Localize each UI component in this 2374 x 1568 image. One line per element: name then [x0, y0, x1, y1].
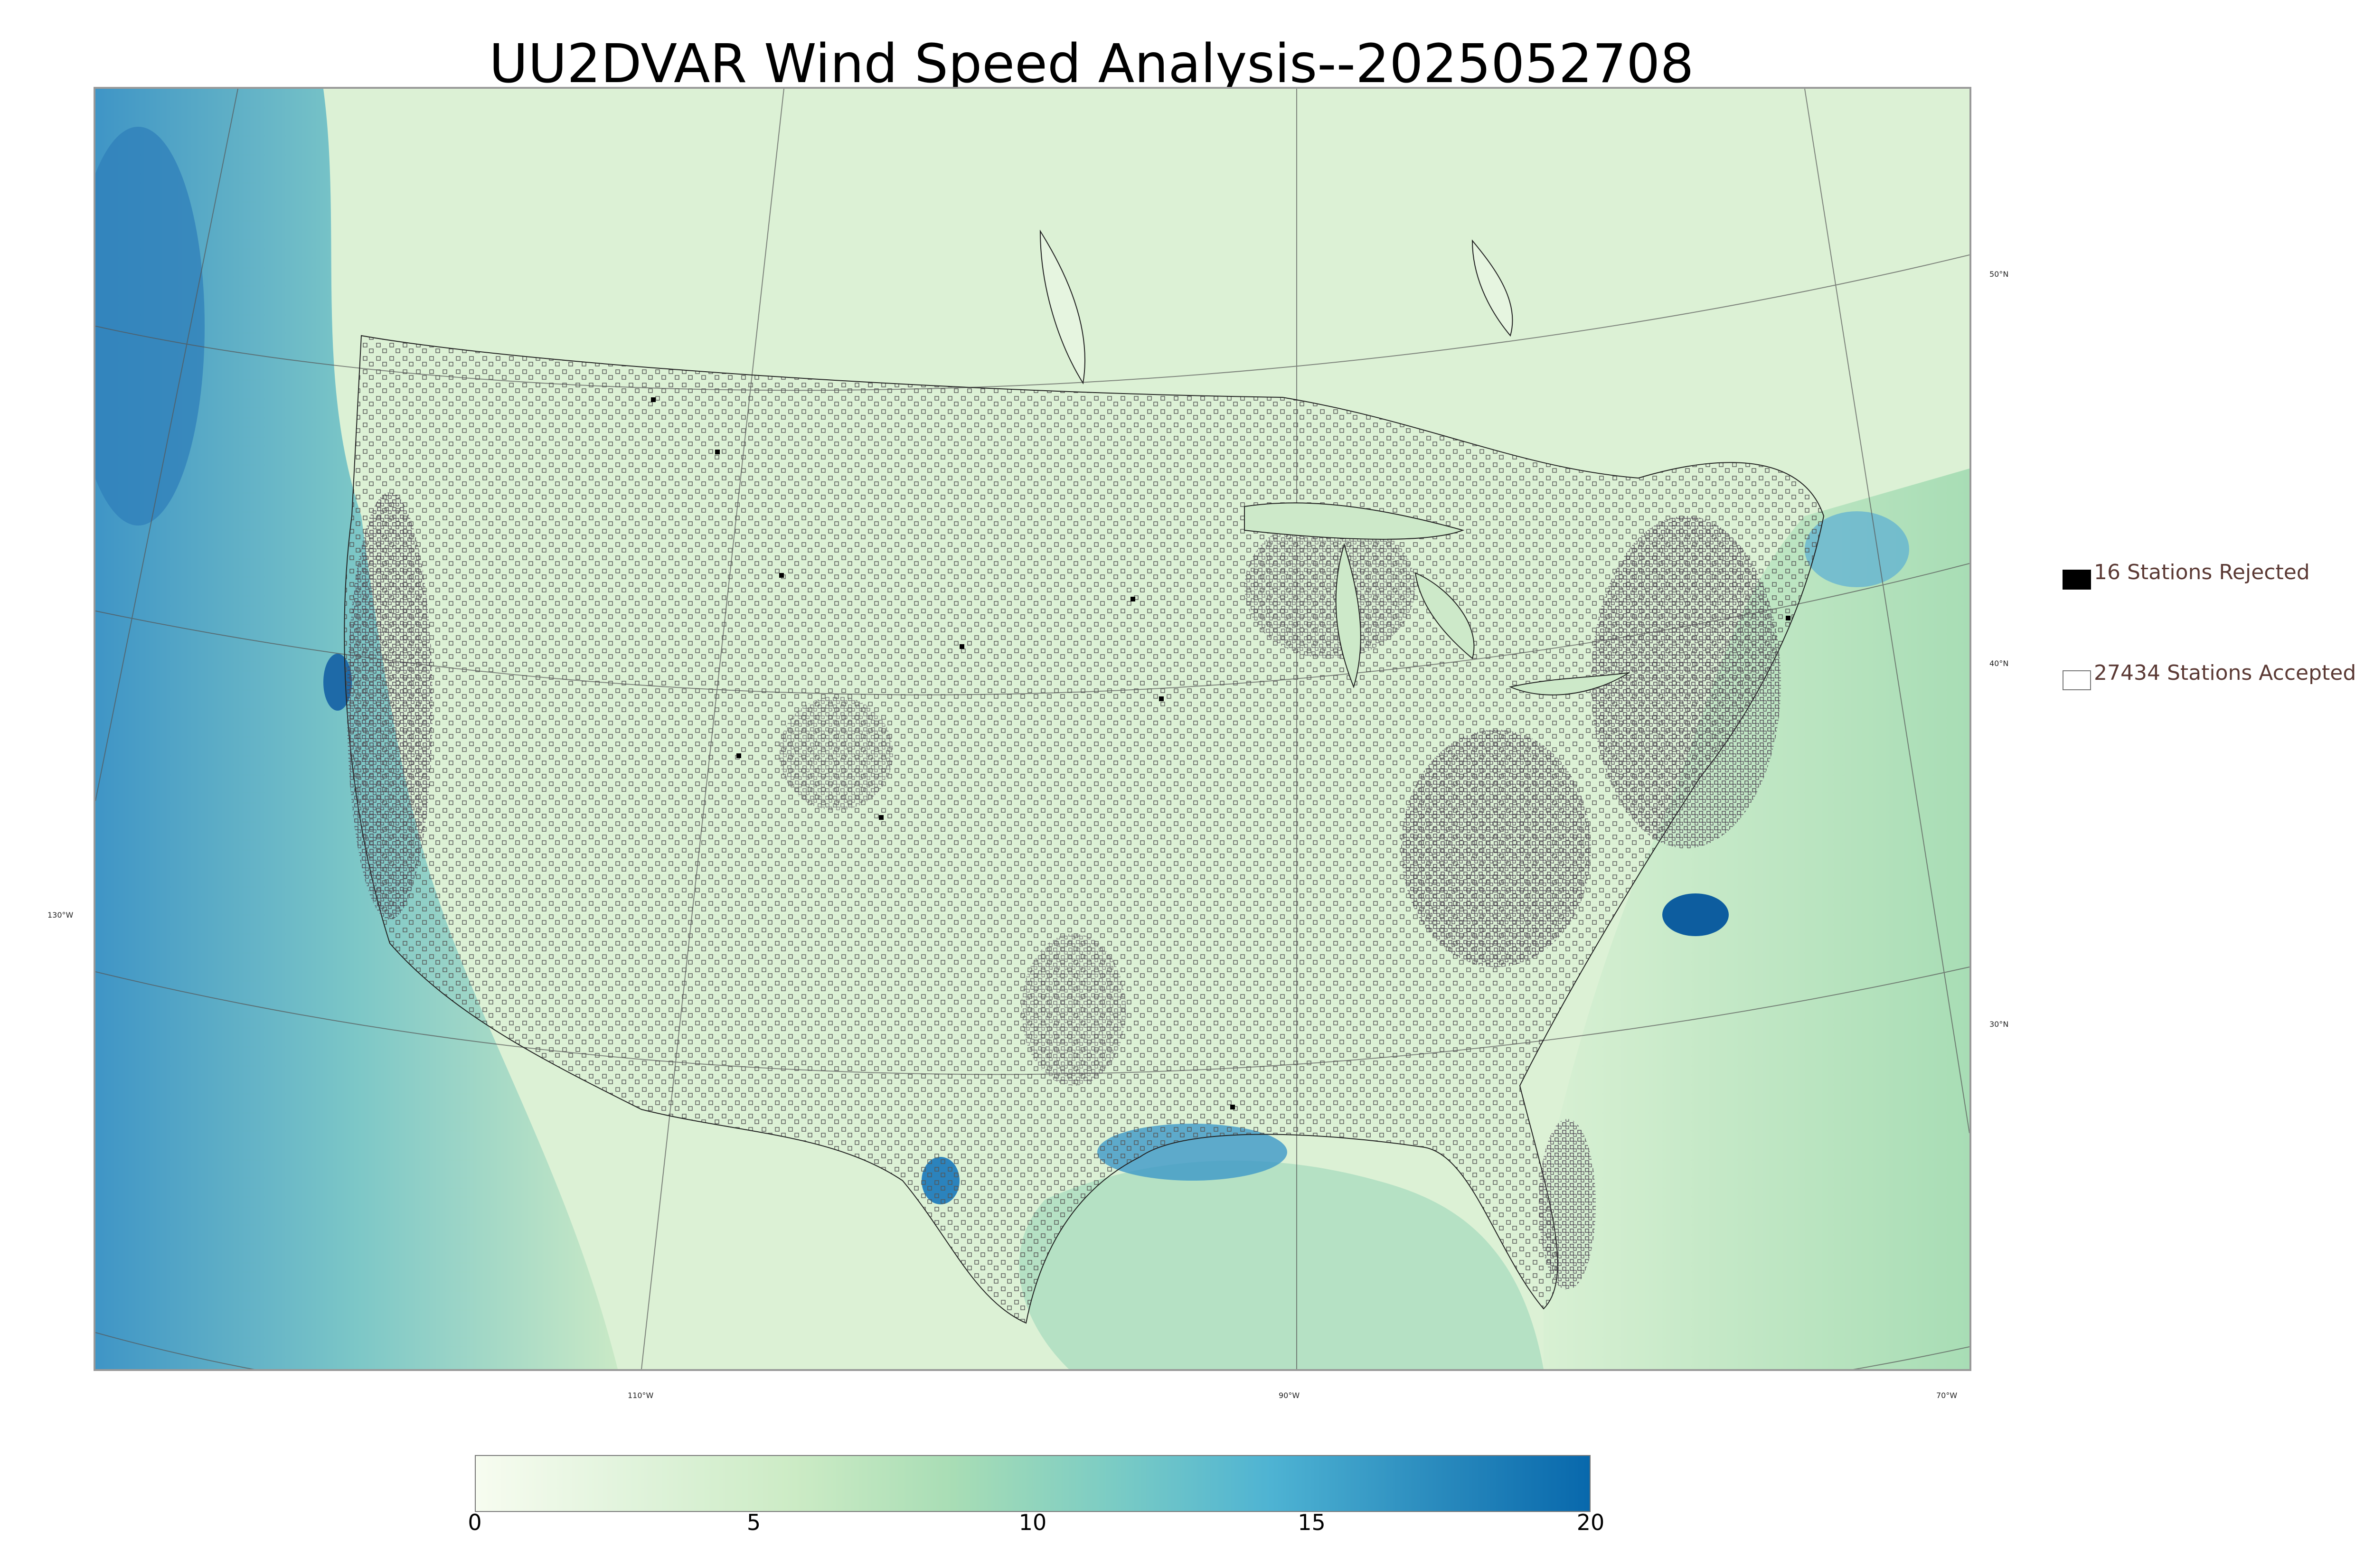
colorbar-tick: 0 — [468, 1510, 482, 1535]
lat-label-40n: 40°N — [1989, 659, 2009, 668]
rejected-stations — [651, 397, 1790, 1109]
wind-speed-map[interactable] — [94, 87, 1971, 1371]
lon-label-70w: 70°W — [1936, 1391, 1958, 1400]
lat-label-30n: 30°N — [1989, 1020, 2009, 1029]
texas-cluster — [1021, 934, 1126, 1086]
colorbar-tick: 5 — [746, 1510, 761, 1535]
colorbar-tick: 20 — [1576, 1510, 1605, 1535]
west-coast-cluster — [347, 492, 433, 920]
colorado-cluster — [779, 696, 893, 810]
legend-accepted: 27434 Stations Accepted — [2094, 661, 2356, 685]
great-lakes — [1244, 502, 1630, 695]
map-title: UU2DVAR Wind Speed Analysis--2025052708 — [489, 33, 1694, 95]
canada-lakes — [1039, 229, 1513, 385]
lat-label-50n: 50°N — [1989, 270, 2009, 279]
great-lakes-cluster — [1244, 516, 1415, 658]
southeast-cluster — [1401, 730, 1591, 967]
east-coast-cluster — [1591, 516, 1781, 848]
conus-stations — [344, 335, 1825, 1324]
gulf-maine-wind — [1805, 511, 1909, 587]
florida-cluster — [1539, 1119, 1596, 1290]
lon-label-110w: 110°W — [628, 1391, 654, 1400]
accepted-swatch — [2063, 670, 2091, 690]
atlantic-wind-max — [1662, 893, 1729, 936]
colorbar — [475, 1455, 1591, 1512]
lon-label-130w: 130°W — [47, 911, 74, 920]
lon-label-90w: 90°W — [1279, 1391, 1300, 1400]
legend-rejected: 16 Stations Rejected — [2094, 560, 2310, 584]
atlantic-ocean — [1544, 469, 1969, 1369]
gulf-of-mexico — [1019, 1160, 1544, 1369]
map-canvas — [95, 89, 1969, 1369]
colorbar-tick: 10 — [1018, 1510, 1047, 1535]
colorbar-tick: 15 — [1298, 1510, 1326, 1535]
rejected-swatch — [2063, 570, 2091, 590]
pacific-wind-max — [95, 127, 205, 526]
